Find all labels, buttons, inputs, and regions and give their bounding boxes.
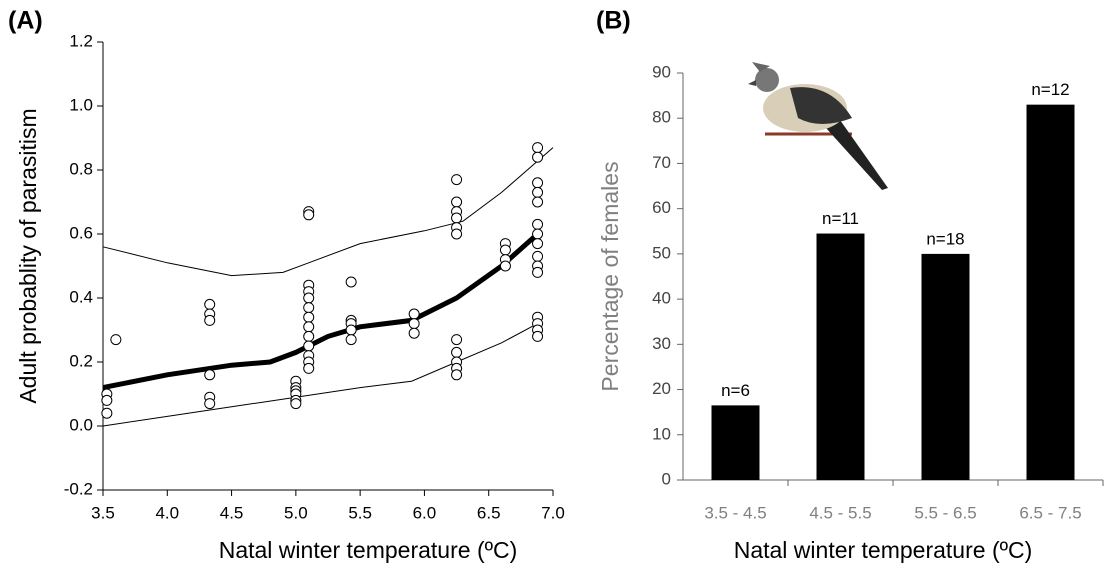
- data-point: [532, 142, 544, 154]
- data-point: [451, 174, 463, 186]
- y-tick-label: -0.2: [64, 479, 93, 498]
- data-point: [532, 250, 544, 262]
- data-point: [345, 334, 357, 346]
- data-point: [451, 369, 463, 381]
- x-tick-label: 3.5 - 4.5: [704, 503, 766, 522]
- data-point: [345, 324, 357, 336]
- x-tick-label: 6.5: [477, 503, 501, 522]
- data-point: [204, 398, 216, 410]
- fit-line: [102, 232, 540, 391]
- bar: [816, 233, 865, 480]
- data-point: [451, 228, 463, 240]
- data-point: [290, 398, 302, 410]
- x-axis-label: Natal winter temperature (ºC): [219, 537, 518, 563]
- bar-annotation: n=18: [926, 229, 964, 248]
- data-point: [303, 311, 315, 323]
- bar-annotation: n=12: [1031, 80, 1069, 99]
- y-tick-label: 30: [652, 334, 671, 353]
- y-tick-label: 20: [652, 379, 671, 398]
- x-tick-label: 6.5 - 7.5: [1019, 503, 1081, 522]
- x-tick-label: 4.5 - 5.5: [809, 503, 871, 522]
- data-point: [303, 302, 315, 314]
- x-tick-label: 6.0: [413, 503, 437, 522]
- y-tick-label: 0: [662, 469, 671, 488]
- y-tick-label: 1.0: [69, 95, 93, 114]
- data-point: [408, 318, 420, 330]
- bird-illustration: [748, 62, 888, 190]
- data-point: [532, 228, 544, 240]
- y-axis-label: Adult probablity of parasitism: [15, 108, 41, 403]
- y-tick-label: 40: [652, 289, 671, 308]
- y-tick-label: 0.8: [69, 159, 93, 178]
- data-point: [345, 276, 357, 288]
- data-point: [303, 362, 315, 374]
- y-tick-label: 90: [652, 62, 671, 81]
- data-point: [101, 394, 113, 406]
- fit-line: [102, 147, 554, 277]
- data-point: [408, 327, 420, 339]
- bar: [711, 405, 760, 480]
- y-tick-label: 70: [652, 153, 671, 172]
- data-point: [408, 308, 420, 320]
- x-tick-label: 5.5 - 6.5: [914, 503, 976, 522]
- data-point: [451, 212, 463, 224]
- data-point: [499, 244, 511, 256]
- x-axis-label: Natal winter temperature (ºC): [734, 537, 1033, 563]
- data-point: [532, 177, 544, 189]
- data-point: [101, 407, 113, 419]
- data-point: [532, 238, 544, 250]
- y-tick-label: 0.0: [69, 415, 93, 434]
- x-tick-label: 5.0: [284, 503, 308, 522]
- bar-annotation: n=11: [822, 209, 859, 228]
- data-point: [204, 298, 216, 310]
- y-tick-label: 10: [652, 424, 671, 443]
- data-point: [499, 260, 511, 272]
- y-tick-label: 60: [652, 198, 671, 217]
- data-point: [303, 321, 315, 333]
- data-point: [532, 196, 544, 208]
- y-axis-label: Percentage of females: [597, 161, 623, 391]
- data-point: [451, 334, 463, 346]
- y-tick-label: 0.2: [69, 351, 93, 370]
- data-point: [303, 292, 315, 304]
- data-point: [204, 369, 216, 381]
- y-tick-label: 0.4: [69, 287, 93, 306]
- data-point: [532, 151, 544, 163]
- data-point: [303, 330, 315, 342]
- x-tick-label: 3.5: [91, 503, 115, 522]
- y-tick-label: 0.6: [69, 223, 93, 242]
- data-point: [303, 340, 315, 352]
- data-point: [451, 346, 463, 358]
- fit-line: [102, 323, 538, 427]
- data-point: [204, 314, 216, 326]
- x-tick-label: 4.5: [220, 503, 244, 522]
- data-point: [303, 209, 315, 221]
- data-point: [532, 330, 544, 342]
- bar: [921, 253, 970, 480]
- panel-label: (A): [8, 7, 43, 35]
- y-tick-label: 1.2: [69, 31, 93, 50]
- y-tick-label: 80: [652, 108, 671, 127]
- bar: [1026, 104, 1075, 481]
- data-point: [532, 218, 544, 230]
- panel-label: (B): [596, 7, 631, 35]
- bar-annotation: n=6: [721, 381, 750, 400]
- data-point: [532, 266, 544, 278]
- data-point: [451, 196, 463, 208]
- x-tick-label: 5.5: [348, 503, 372, 522]
- y-tick-label: 50: [652, 243, 671, 262]
- x-tick-label: 4.0: [155, 503, 179, 522]
- data-point: [110, 334, 122, 346]
- data-point: [532, 186, 544, 198]
- x-tick-label: 7.0: [541, 503, 565, 522]
